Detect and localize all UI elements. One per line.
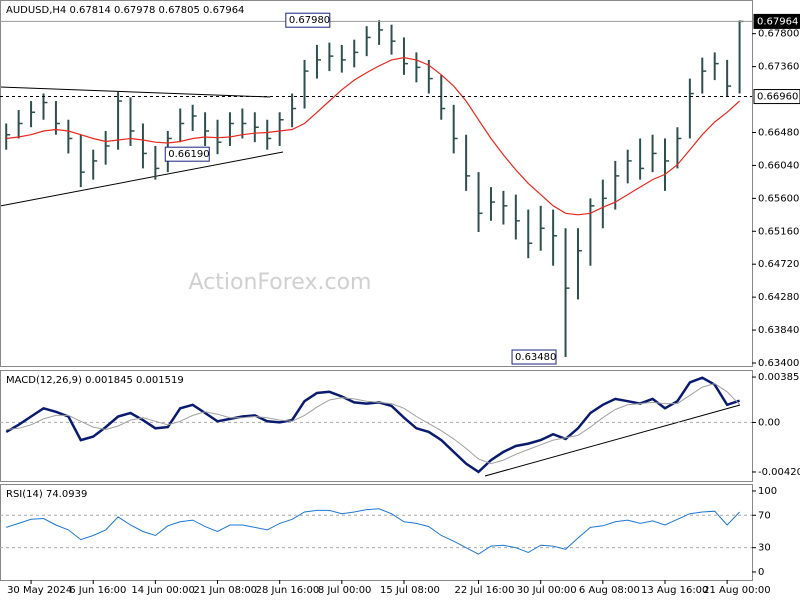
y-tick-label: 0 bbox=[758, 567, 764, 578]
x-tick-label: 30 May 2024 bbox=[7, 585, 72, 596]
panel-frame bbox=[0, 484, 753, 581]
trend-line bbox=[484, 404, 741, 477]
annotation-label: 0.66190 bbox=[168, 149, 209, 160]
x-tick-label: 15 Jul 08:00 bbox=[380, 585, 440, 596]
x-tick-label: 6 Aug 08:00 bbox=[579, 585, 640, 596]
line bbox=[6, 56, 741, 216]
y-tick-label: 70 bbox=[758, 510, 771, 521]
y-tick-label: 0.64280 bbox=[758, 292, 799, 303]
y-tick-label: 0.63840 bbox=[758, 325, 799, 336]
y-tick-label: 30 bbox=[758, 543, 771, 554]
watermark: ActionForex.com bbox=[189, 270, 372, 295]
x-tick-label: 8 Jul 00:00 bbox=[318, 585, 372, 596]
y-tick-label: 0.00 bbox=[758, 417, 780, 428]
trend-line bbox=[0, 86, 271, 98]
y-tick-label: 0.67360 bbox=[758, 62, 799, 73]
annotation-box bbox=[285, 12, 331, 28]
price-marker bbox=[753, 89, 800, 105]
panel-frame bbox=[0, 370, 753, 482]
y-tick-label: 0.003852 bbox=[758, 372, 800, 383]
x-tick-label: 13 Aug 16:00 bbox=[641, 585, 708, 596]
price-marker-label: 0.67964 bbox=[757, 16, 798, 27]
annotation-label: 0.67980 bbox=[289, 15, 330, 26]
y-tick-label: 0.65600 bbox=[758, 193, 799, 204]
panel-title: AUDUSD,H4 0.67814 0.67978 0.67805 0.6796… bbox=[6, 5, 244, 16]
y-tick-label: 0.64720 bbox=[758, 259, 799, 270]
annotation-box bbox=[511, 349, 557, 365]
x-tick-label: 30 Jul 00:00 bbox=[517, 585, 577, 596]
x-tick-label: 21 Aug 00:00 bbox=[703, 585, 770, 596]
x-tick-label: 6 Jun 16:00 bbox=[69, 585, 126, 596]
panel-title: RSI(14) 74.0939 bbox=[6, 489, 87, 500]
price-marker bbox=[753, 13, 800, 29]
y-tick-label: 0.63400 bbox=[758, 358, 799, 369]
y-tick-label: 0.65160 bbox=[758, 226, 799, 237]
trend-line bbox=[0, 151, 284, 207]
annotation-label: 0.63480 bbox=[515, 352, 556, 363]
panel-frame bbox=[0, 0, 753, 367]
price-marker-label: 0.66960 bbox=[757, 92, 798, 103]
x-tick-label: 22 Jul 16:00 bbox=[455, 585, 515, 596]
y-tick-label: 0.67800 bbox=[758, 29, 799, 40]
x-tick-label: 21 Jun 08:00 bbox=[194, 585, 258, 596]
annotation-box bbox=[164, 146, 210, 162]
y-tick-label: 0.66480 bbox=[758, 127, 799, 138]
y-tick-label: 100 bbox=[758, 486, 777, 497]
x-tick-label: 14 Jun 00:00 bbox=[131, 585, 195, 596]
line bbox=[6, 508, 740, 555]
line bbox=[5, 376, 740, 474]
panel-title: MACD(12,26,9) 0.001845 0.001519 bbox=[6, 375, 184, 386]
line bbox=[6, 383, 740, 465]
y-tick-label: 0.66040 bbox=[758, 160, 799, 171]
y-tick-label: -0.004204 bbox=[758, 467, 800, 478]
x-tick-label: 28 Jun 16:00 bbox=[256, 585, 320, 596]
